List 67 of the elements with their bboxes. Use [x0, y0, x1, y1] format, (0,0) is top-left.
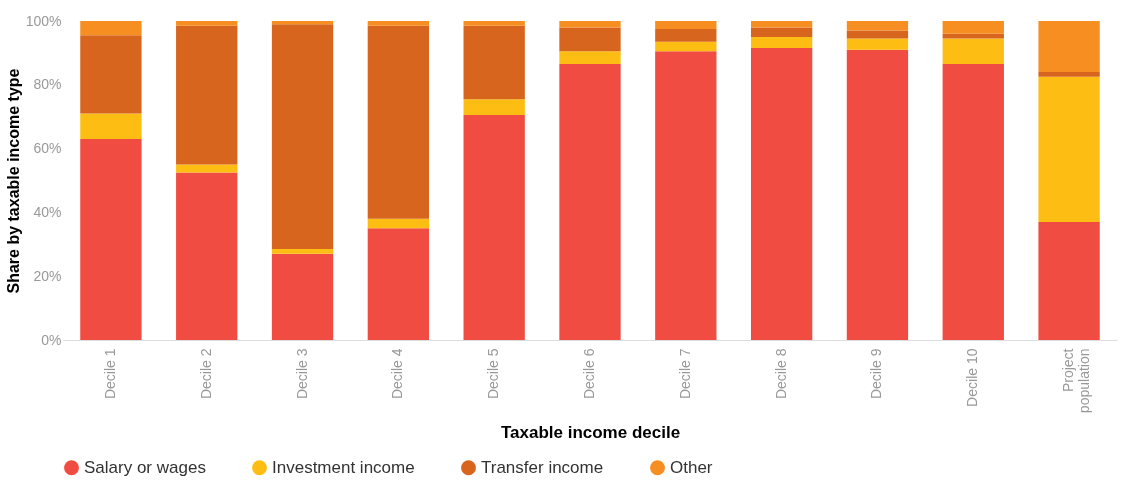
bar: [271, 249, 334, 254]
bar: [367, 25, 430, 219]
bar: [1038, 72, 1100, 77]
bar: [80, 21, 142, 36]
bar: [750, 21, 813, 28]
bar: [942, 33, 1004, 39]
bar: [176, 25, 238, 165]
legend-label: Investment income: [272, 457, 415, 477]
bar: [942, 21, 1004, 34]
bar: [655, 51, 717, 340]
bar: [271, 21, 334, 25]
bar: [367, 228, 430, 340]
y-tick-label: 100%: [25, 12, 62, 29]
bar: [271, 253, 334, 340]
x-tick-label: Decile 8: [772, 348, 789, 400]
y-tick-label: 20%: [33, 267, 62, 284]
x-axis-title: Taxable income decile: [500, 423, 681, 443]
bar: [80, 113, 142, 140]
bar: [559, 21, 621, 28]
bar: [463, 99, 525, 116]
bar: [80, 35, 142, 114]
x-tick-label: Decile 9: [868, 348, 885, 400]
y-axis-title: Share by taxable income type: [4, 68, 22, 294]
x-tick-label: Decile 10: [964, 348, 981, 407]
x-tick-label: Decile 7: [676, 348, 693, 400]
bar: [176, 172, 238, 340]
bar: [846, 30, 909, 39]
bar: [463, 21, 525, 26]
legend-label: Transfer income: [481, 457, 604, 477]
bar: [463, 115, 525, 340]
bar: [271, 24, 334, 250]
bar: [750, 27, 813, 37]
bar: [655, 21, 717, 29]
bar: [367, 218, 430, 229]
x-tick-label: Project population: [1060, 348, 1093, 414]
legend-label: Other: [670, 457, 713, 477]
bar: [846, 38, 909, 50]
bar: [750, 36, 813, 49]
bar: [463, 25, 525, 100]
bar: [559, 64, 621, 340]
bar: [1038, 76, 1100, 222]
bar: [655, 41, 717, 52]
x-tick-label: Decile 1: [101, 348, 118, 400]
bar: [846, 49, 909, 340]
bar: [942, 38, 1004, 65]
bar: [80, 139, 142, 340]
x-tick-label: Decile 4: [389, 348, 406, 400]
bar: [655, 28, 717, 42]
legend-label: Salary or wages: [84, 457, 206, 477]
bar: [750, 48, 813, 340]
x-tick-label: Decile 3: [293, 348, 310, 400]
bar: [559, 27, 621, 52]
x-tick-label: Decile 5: [485, 348, 502, 400]
bar: [176, 21, 238, 26]
y-tick-label: 0%: [41, 331, 62, 348]
y-tick-label: 80%: [33, 76, 62, 93]
x-tick-label: Decile 6: [581, 348, 597, 400]
bar: [846, 21, 909, 31]
y-tick-label: 40%: [33, 203, 62, 220]
bar: [176, 164, 238, 173]
bar: [942, 64, 1004, 340]
x-tick-label: Decile 2: [197, 348, 214, 400]
y-tick-label: 60%: [33, 140, 62, 157]
bar: [1038, 221, 1100, 340]
bar: [1038, 21, 1100, 73]
bar: [559, 51, 621, 65]
bar: [367, 21, 430, 26]
